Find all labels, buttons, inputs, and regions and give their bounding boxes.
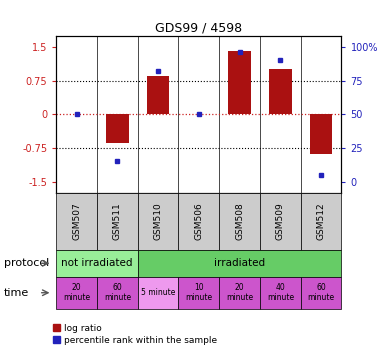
Text: GSM506: GSM506 [194,202,203,240]
Text: GSM511: GSM511 [113,202,122,240]
Bar [178,277,219,309]
Text: protocol: protocol [4,258,49,268]
Text: GSM507: GSM507 [72,202,81,240]
Text: GSM508: GSM508 [235,202,244,240]
Bar [106,114,128,144]
Text: 20
minute: 20 minute [63,283,90,302]
Bar [56,277,97,309]
Text: not irradiated: not irradiated [61,258,133,268]
Bar [301,277,341,309]
Bar [219,277,260,309]
Text: 40
minute: 40 minute [267,283,294,302]
Text: 60
minute: 60 minute [308,283,334,302]
Legend: log ratio, percentile rank within the sample: log ratio, percentile rank within the sa… [53,324,217,345]
Bar [310,114,332,154]
Text: 60
minute: 60 minute [104,283,131,302]
Bar [260,193,301,250]
Bar [138,277,178,309]
Bar [138,193,178,250]
Text: GSM512: GSM512 [317,202,326,240]
Bar [97,277,138,309]
Bar [178,193,219,250]
Bar [269,69,291,114]
Text: 10
minute: 10 minute [185,283,212,302]
Text: irradiated: irradiated [214,258,265,268]
Text: GSM509: GSM509 [276,202,285,240]
Bar [138,250,341,277]
Bar [301,193,341,250]
Bar [56,193,97,250]
Text: 20
minute: 20 minute [226,283,253,302]
Bar [260,277,301,309]
Text: 5 minute: 5 minute [141,288,175,297]
Bar [219,193,260,250]
Bar [147,76,169,114]
Text: time: time [4,288,29,298]
Bar [229,51,251,114]
Text: GSM510: GSM510 [154,202,163,240]
Title: GDS99 / 4598: GDS99 / 4598 [155,21,242,35]
Bar [56,250,138,277]
Bar [97,193,138,250]
